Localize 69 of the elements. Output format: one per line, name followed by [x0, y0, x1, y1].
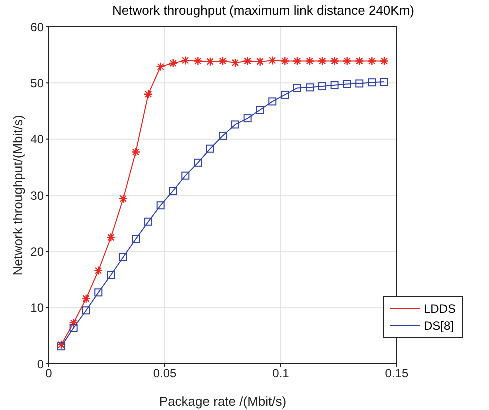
x-tick-label: 0.15	[385, 366, 409, 381]
point	[256, 106, 264, 114]
point	[94, 288, 103, 297]
point	[256, 57, 265, 66]
legend-label: LDDS	[424, 302, 456, 316]
point	[168, 58, 178, 68]
point	[230, 58, 240, 68]
point	[342, 56, 352, 66]
y-axis-title: Network throughput/(Mbit/s)	[10, 115, 26, 276]
point	[318, 56, 328, 66]
point	[218, 132, 227, 140]
point	[69, 318, 78, 328]
point	[169, 187, 178, 196]
point	[156, 202, 165, 210]
point	[56, 340, 66, 350]
point	[131, 148, 141, 157]
y-tick-label: 40	[30, 132, 44, 147]
point	[244, 114, 252, 123]
point	[182, 172, 190, 180]
x-tick-label: 0.1	[272, 366, 290, 381]
point	[355, 56, 364, 66]
point	[106, 233, 116, 242]
y-tick-label: 30	[30, 188, 44, 203]
legend-label: DS[8]	[424, 318, 454, 332]
point	[206, 57, 216, 66]
point	[94, 266, 104, 276]
point	[268, 98, 277, 106]
point	[119, 253, 128, 262]
point	[156, 62, 166, 72]
point	[281, 90, 290, 99]
point	[194, 158, 202, 167]
point	[82, 306, 90, 315]
point	[243, 56, 252, 66]
point	[356, 80, 364, 88]
point	[343, 80, 352, 88]
point	[330, 56, 340, 66]
point	[144, 218, 153, 226]
point	[318, 82, 327, 91]
point	[206, 144, 214, 153]
point	[82, 294, 91, 304]
y-tick-label: 50	[30, 76, 44, 90]
point	[305, 56, 315, 66]
point	[144, 90, 154, 99]
y-tick-label: 10	[30, 301, 44, 316]
point	[368, 78, 376, 87]
x-tick-label: 0.05	[153, 366, 177, 381]
x-axis-title: Package rate /(Mbit/s)	[159, 394, 287, 409]
point	[380, 56, 390, 66]
point	[107, 271, 116, 280]
point	[293, 84, 302, 92]
point	[132, 235, 140, 244]
point	[118, 194, 128, 204]
point	[58, 342, 66, 351]
point	[380, 78, 388, 86]
y-tick-label: 0	[37, 357, 44, 372]
point	[181, 56, 190, 66]
point	[194, 56, 203, 66]
point	[330, 81, 339, 90]
point	[232, 120, 240, 129]
point	[292, 56, 302, 66]
y-tick-label: 20	[30, 244, 44, 259]
point	[306, 84, 314, 92]
point	[70, 324, 78, 332]
point	[280, 56, 290, 66]
y-tick-label: 60	[30, 20, 44, 34]
chart-title: Network throughput (maximum link distance 240Km)	[111, 3, 416, 18]
point	[368, 56, 377, 66]
point	[268, 56, 278, 66]
point	[218, 56, 228, 66]
